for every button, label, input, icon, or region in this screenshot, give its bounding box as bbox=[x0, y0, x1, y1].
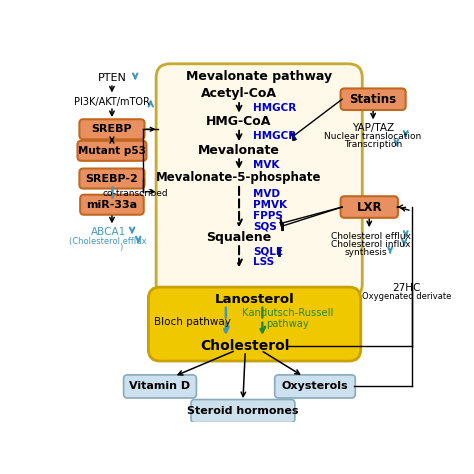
Text: Oxysterols: Oxysterols bbox=[282, 382, 348, 392]
Text: Statins: Statins bbox=[349, 93, 397, 106]
Text: ): ) bbox=[120, 243, 123, 252]
Text: MVD: MVD bbox=[253, 189, 280, 199]
Text: ABCA1: ABCA1 bbox=[91, 228, 126, 237]
Text: PMVK: PMVK bbox=[253, 200, 287, 210]
Text: FPPS: FPPS bbox=[253, 210, 283, 220]
FancyBboxPatch shape bbox=[191, 400, 295, 423]
Text: Mevalonate pathway: Mevalonate pathway bbox=[186, 71, 332, 83]
Text: Cholesterol efflux: Cholesterol efflux bbox=[331, 232, 411, 241]
Text: 27HC: 27HC bbox=[392, 283, 420, 293]
Text: SREBP-2: SREBP-2 bbox=[86, 173, 138, 183]
Text: Oxygenated derivate: Oxygenated derivate bbox=[362, 292, 451, 301]
Text: Kandutsch-Russell
pathway: Kandutsch-Russell pathway bbox=[242, 308, 334, 329]
Text: Cholesterol influx: Cholesterol influx bbox=[331, 240, 410, 249]
Text: SQS: SQS bbox=[253, 221, 277, 231]
Text: HMG-CoA: HMG-CoA bbox=[206, 115, 272, 128]
Text: Mutant p53: Mutant p53 bbox=[78, 146, 146, 156]
Text: co-transcribed: co-transcribed bbox=[103, 190, 168, 199]
FancyBboxPatch shape bbox=[77, 141, 146, 161]
Text: Vitamin D: Vitamin D bbox=[129, 382, 191, 392]
Text: Steroid hormones: Steroid hormones bbox=[187, 406, 299, 416]
FancyBboxPatch shape bbox=[124, 375, 196, 398]
Text: synthesis: synthesis bbox=[344, 248, 387, 257]
Text: SQLE: SQLE bbox=[253, 246, 283, 257]
Text: PI3K/AKT/mTOR: PI3K/AKT/mTOR bbox=[74, 97, 150, 107]
Text: Bloch pathway: Bloch pathway bbox=[154, 317, 231, 327]
Text: Acetyl-CoA: Acetyl-CoA bbox=[201, 87, 277, 100]
Text: Squalene: Squalene bbox=[206, 230, 272, 244]
FancyBboxPatch shape bbox=[80, 119, 145, 139]
FancyBboxPatch shape bbox=[80, 169, 145, 189]
Text: LSS: LSS bbox=[253, 257, 274, 267]
FancyBboxPatch shape bbox=[341, 196, 398, 218]
Text: MVK: MVK bbox=[253, 160, 279, 170]
Text: LXR: LXR bbox=[356, 201, 382, 213]
Text: Cholesterol: Cholesterol bbox=[201, 338, 290, 353]
FancyBboxPatch shape bbox=[275, 375, 356, 398]
Text: Mevalonate: Mevalonate bbox=[198, 144, 280, 156]
FancyBboxPatch shape bbox=[341, 89, 406, 110]
Text: miR-33a: miR-33a bbox=[86, 200, 137, 210]
FancyBboxPatch shape bbox=[80, 195, 144, 215]
Text: Transcription: Transcription bbox=[344, 140, 402, 149]
FancyBboxPatch shape bbox=[148, 287, 361, 361]
Text: Lanosterol: Lanosterol bbox=[215, 293, 294, 306]
Text: HMGCR: HMGCR bbox=[253, 103, 296, 113]
Text: PTEN: PTEN bbox=[98, 73, 127, 83]
Text: SREBP: SREBP bbox=[91, 124, 132, 134]
Text: YAP/TAZ: YAP/TAZ bbox=[352, 123, 394, 133]
FancyBboxPatch shape bbox=[156, 64, 362, 298]
Text: (Cholesterol efflux: (Cholesterol efflux bbox=[69, 237, 147, 246]
Text: Mevalonate-5-phosphate: Mevalonate-5-phosphate bbox=[156, 171, 322, 184]
Text: Nuclear translocation: Nuclear translocation bbox=[325, 132, 422, 141]
Text: HMGCR: HMGCR bbox=[253, 131, 296, 141]
